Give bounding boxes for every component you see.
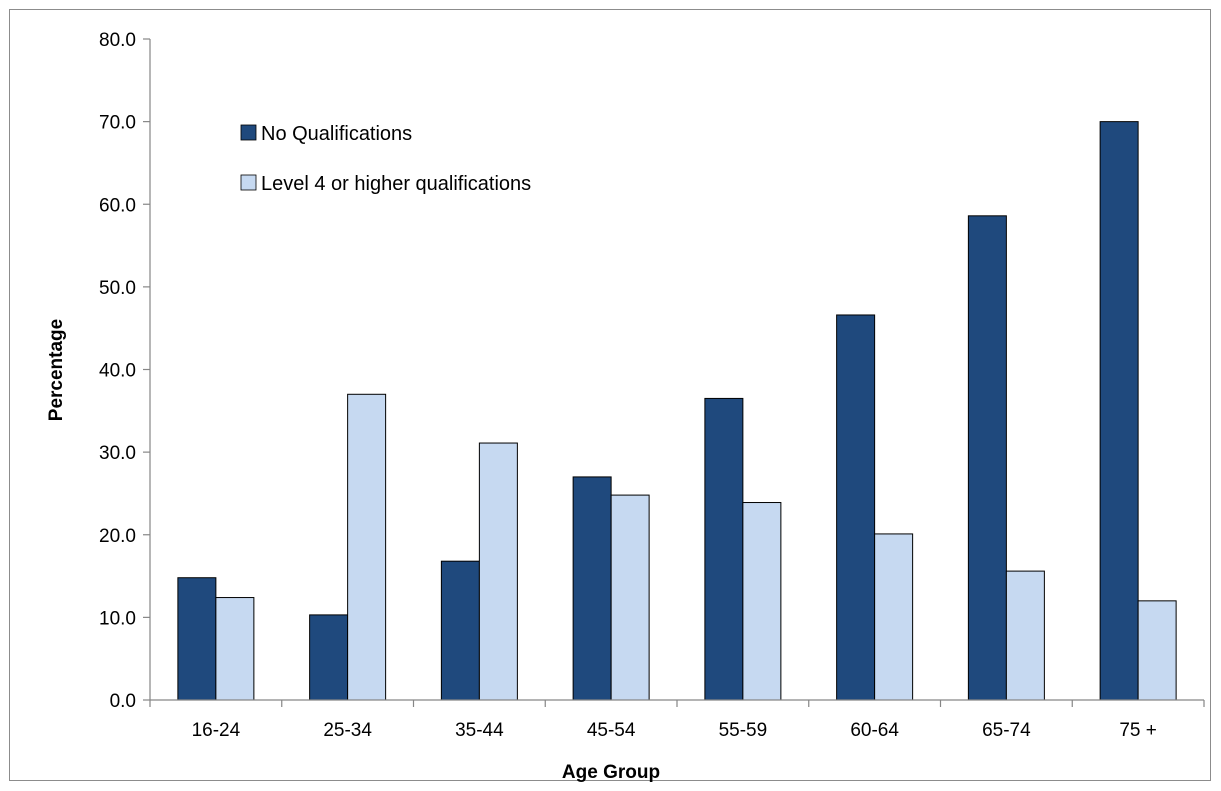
x-tick-label: 45-54 <box>587 720 636 741</box>
legend-label-level-4-or-higher: Level 4 or higher qualifications <box>261 173 531 195</box>
bar-level-4-or-higher <box>610 494 650 701</box>
x-tick-label: 16-24 <box>192 720 241 741</box>
bar-no-qualifications <box>1099 121 1139 701</box>
y-tick-label: 50.0 <box>99 278 136 299</box>
y-ticks: 0.0 10.0 20.0 30.0 40.0 50.0 60.0 70.0 80.0 <box>99 30 150 712</box>
y-tick-label: 60.0 <box>99 195 136 216</box>
bar-no-qualifications <box>704 397 744 701</box>
bar-no-qualifications <box>309 614 349 701</box>
y-tick-label: 40.0 <box>99 361 136 382</box>
x-tick-label: 60-64 <box>850 720 899 741</box>
legend-label-no-qualifications: No Qualifications <box>261 123 412 145</box>
x-tick-label: 35-44 <box>455 720 504 741</box>
y-tick-label: 20.0 <box>99 526 136 547</box>
bar-no-qualifications <box>177 577 217 701</box>
y-axis-title: Percentage <box>46 319 67 421</box>
x-tick-label: 75 + <box>1119 720 1157 741</box>
legend: No Qualifications Level 4 or higher qual… <box>240 123 531 195</box>
bar-no-qualifications <box>836 314 876 701</box>
bar-no-qualifications <box>967 215 1007 701</box>
y-tick-label: 30.0 <box>99 443 136 464</box>
x-ticks: 16-24 25-34 35-44 45-54 55-59 60-64 65-74 75 + <box>149 700 1205 741</box>
legend-swatch-no-qualifications <box>240 124 257 141</box>
x-tick-label: 65-74 <box>982 720 1031 741</box>
bars-layer <box>177 121 1177 701</box>
legend-swatch-level-4-or-higher <box>240 174 257 191</box>
y-tick-label: 70.0 <box>99 113 136 134</box>
y-tick-label: 0.0 <box>110 691 136 712</box>
y-tick-label: 10.0 <box>99 608 136 629</box>
bar-no-qualifications <box>572 476 612 701</box>
x-tick-label: 55-59 <box>719 720 768 741</box>
bar-level-4-or-higher <box>1005 570 1045 701</box>
bar-level-4-or-higher <box>478 442 518 701</box>
bar-level-4-or-higher <box>1137 600 1177 701</box>
bar-level-4-or-higher <box>742 502 782 701</box>
bar-level-4-or-higher <box>874 533 914 701</box>
bar-level-4-or-higher <box>215 597 255 701</box>
x-axis-title: Age Group <box>562 762 660 783</box>
x-tick-label: 25-34 <box>323 720 372 741</box>
y-tick-label: 80.0 <box>99 30 136 51</box>
bar-level-4-or-higher <box>347 393 387 701</box>
bar-no-qualifications <box>440 560 480 701</box>
